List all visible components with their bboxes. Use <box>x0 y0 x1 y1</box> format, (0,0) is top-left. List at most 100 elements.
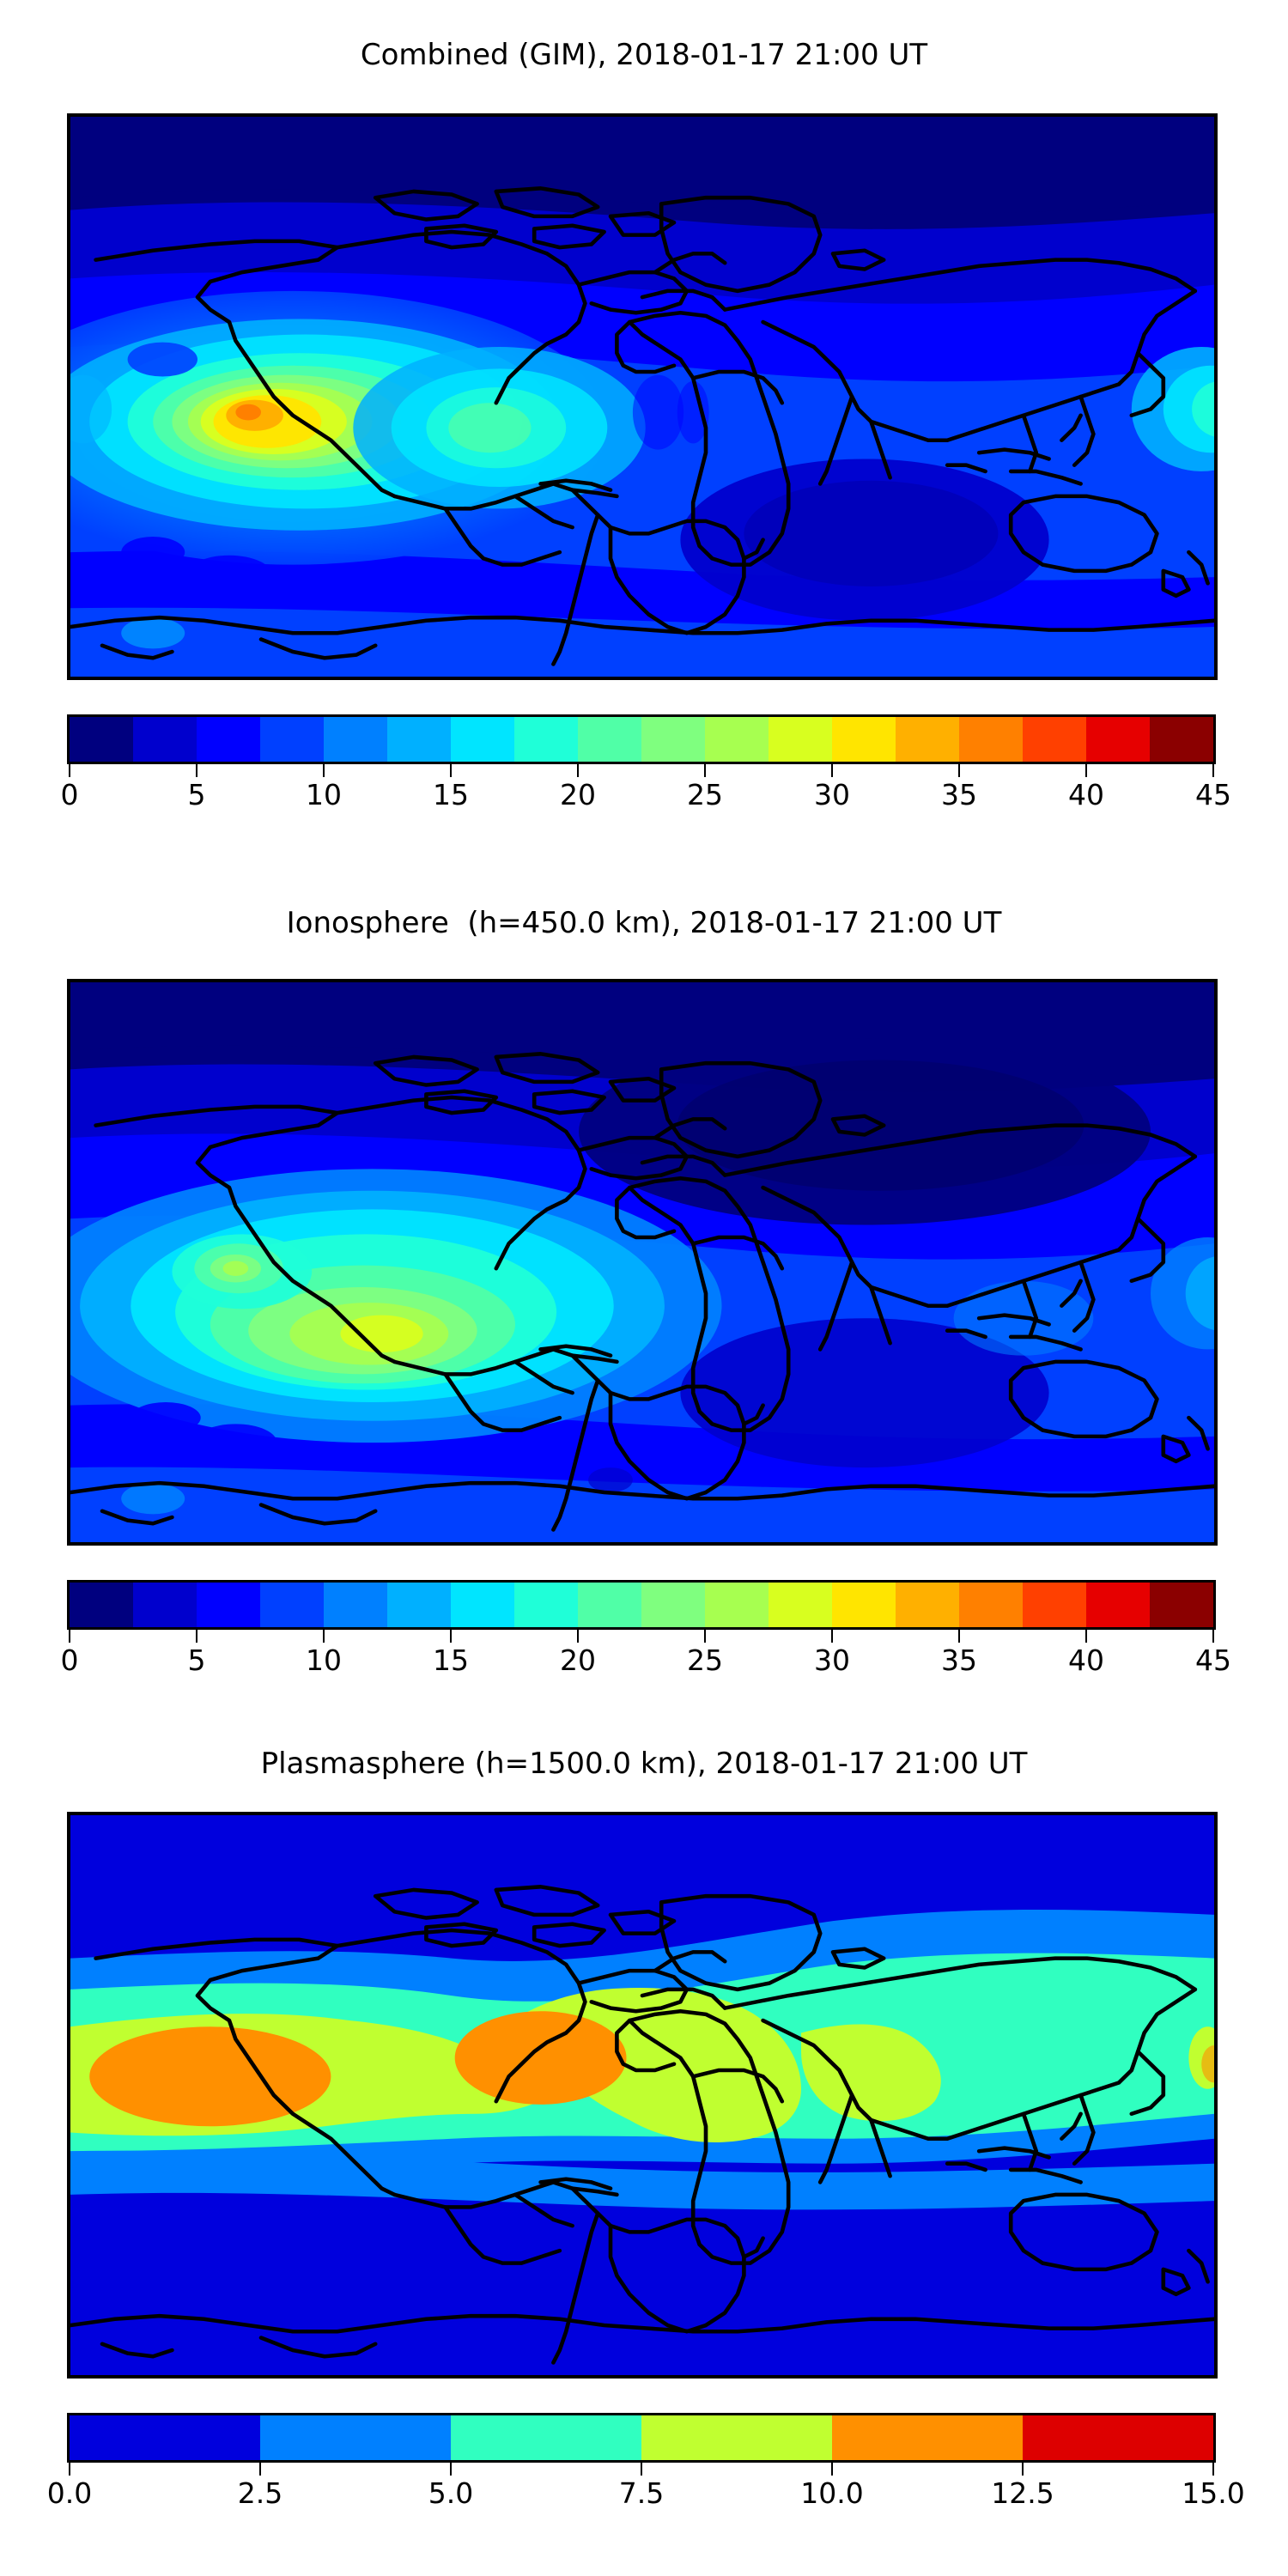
colorbar-tick <box>1212 1630 1214 1643</box>
colorbar-segment <box>577 717 641 762</box>
colorbar-tick <box>1212 764 1214 777</box>
colorbar-tick <box>831 764 833 777</box>
colorbar-tick <box>1085 764 1087 777</box>
map-plasmasphere-svg <box>70 1815 1214 2375</box>
colorbar-tick-label: 40 <box>1068 778 1104 811</box>
colorbar-tick <box>450 2463 452 2476</box>
colorbar-segment <box>1023 2415 1213 2460</box>
colorbar-tick-label: 25 <box>687 1643 723 1677</box>
colorbar-tick-label: 5 <box>187 1643 206 1677</box>
colorbar-tick-label: 15 <box>433 778 469 811</box>
colorbar-plasmasphere-gradient <box>67 2413 1216 2463</box>
colorbar-tick-label: 25 <box>687 778 723 811</box>
colorbar-segment <box>259 1583 324 1627</box>
colorbar-tick <box>69 764 70 777</box>
colorbar-tick-label: 7.5 <box>618 2476 665 2510</box>
colorbar-segment <box>768 1583 832 1627</box>
colorbar-tick-label: 10 <box>306 1643 342 1677</box>
colorbar-tick-label: 2.5 <box>237 2476 283 2510</box>
colorbar-segment <box>1022 717 1086 762</box>
colorbar-tick-label: 20 <box>560 778 596 811</box>
colorbar-segment <box>196 1583 260 1627</box>
colorbar-ionosphere: 0 5 10 15 20 25 30 35 40 45 <box>61 1580 1231 1681</box>
colorbar-segment <box>1022 1583 1086 1627</box>
colorbar-segment <box>1085 717 1150 762</box>
colorbar-ionosphere-ticks <box>67 1630 1216 1643</box>
colorbar-segment <box>704 717 769 762</box>
colorbar-tick <box>1085 1630 1087 1643</box>
colorbar-tick <box>704 1630 706 1643</box>
colorbar-segment <box>70 2415 260 2460</box>
colorbar-segment <box>641 2415 832 2460</box>
colorbar-tick <box>1212 2463 1214 2476</box>
panel-title-plasmasphere: Plasmasphere (h=1500.0 km), 2018-01-17 2… <box>260 1747 1028 1781</box>
colorbar-segment <box>70 717 133 762</box>
colorbar-tick-label: 15.0 <box>1182 2476 1245 2510</box>
colorbar-segment <box>323 717 387 762</box>
colorbar-ionosphere-labels: 0 5 10 15 20 25 30 35 40 45 <box>61 1643 1232 1681</box>
colorbar-tick <box>69 1630 70 1643</box>
colorbar-tick-label: 35 <box>941 778 977 811</box>
colorbar-segment <box>450 717 514 762</box>
colorbar-combined-labels: 0 5 10 15 20 25 30 35 40 45 <box>61 778 1232 816</box>
colorbar-segment <box>132 717 197 762</box>
colorbar-tick-label: 12.5 <box>991 2476 1054 2510</box>
colorbar-segment <box>958 1583 1023 1627</box>
colorbar-tick <box>831 2463 833 2476</box>
map-ionosphere <box>67 979 1218 1546</box>
colorbar-tick-label: 20 <box>560 1643 596 1677</box>
colorbar-tick <box>196 1630 197 1643</box>
colorbar-tick <box>196 764 197 777</box>
colorbar-ionosphere-gradient <box>67 1580 1216 1630</box>
colorbar-tick <box>831 1630 833 1643</box>
colorbar-tick-label: 5.0 <box>428 2476 474 2510</box>
colorbar-tick <box>323 764 325 777</box>
colorbar-tick-label: 0.0 <box>46 2476 93 2510</box>
colorbar-tick <box>577 764 579 777</box>
colorbar-segment <box>513 1583 578 1627</box>
colorbar-tick-label: 30 <box>814 778 850 811</box>
colorbar-tick-label: 5 <box>187 778 206 811</box>
colorbar-segment <box>132 1583 197 1627</box>
panel-title-ionosphere: Ionosphere (h=450.0 km), 2018-01-17 21:0… <box>286 906 1002 940</box>
colorbar-tick <box>577 1630 579 1643</box>
colorbar-combined: 0 5 10 15 20 25 30 35 40 45 <box>61 714 1231 816</box>
colorbar-tick <box>641 2463 642 2476</box>
colorbar-plasmasphere-ticks <box>67 2463 1216 2476</box>
colorbar-segment <box>1149 1583 1213 1627</box>
map-combined-svg <box>70 117 1214 677</box>
colorbar-tick <box>1022 2463 1024 2476</box>
colorbar-plasmasphere: 0.0 2.5 5.0 7.5 10.0 12.5 15.0 <box>47 2413 1245 2514</box>
colorbar-segment <box>958 717 1023 762</box>
colorbar-segment <box>196 717 260 762</box>
colorbar-tick-label: 0 <box>60 778 79 811</box>
colorbar-plasmasphere-labels: 0.0 2.5 5.0 7.5 10.0 12.5 15.0 <box>47 2476 1245 2514</box>
colorbar-tick-label: 10.0 <box>800 2476 864 2510</box>
colorbar-tick <box>958 1630 960 1643</box>
colorbar-segment <box>895 717 959 762</box>
colorbar-segment <box>386 717 451 762</box>
colorbar-tick <box>259 2463 261 2476</box>
colorbar-segment <box>259 717 324 762</box>
colorbar-tick-label: 30 <box>814 1643 850 1677</box>
colorbar-tick <box>958 764 960 777</box>
map-combined-gim <box>67 113 1218 680</box>
colorbar-tick-label: 40 <box>1068 1643 1104 1677</box>
colorbar-combined-ticks <box>67 764 1216 778</box>
colorbar-segment <box>450 1583 514 1627</box>
colorbar-tick-label: 45 <box>1195 778 1231 811</box>
colorbar-segment <box>323 1583 387 1627</box>
colorbar-segment <box>451 2415 641 2460</box>
colorbar-segment <box>260 2415 451 2460</box>
colorbar-segment <box>704 1583 769 1627</box>
colorbar-tick <box>704 764 706 777</box>
colorbar-tick-label: 45 <box>1195 1643 1231 1677</box>
colorbar-segment <box>641 1583 705 1627</box>
panel-title-combined: Combined (GIM), 2018-01-17 21:00 UT <box>360 38 928 72</box>
colorbar-segment <box>641 717 705 762</box>
colorbar-combined-gradient <box>67 714 1216 764</box>
colorbar-segment <box>513 717 578 762</box>
colorbar-tick <box>69 2463 70 2476</box>
colorbar-tick <box>450 1630 452 1643</box>
